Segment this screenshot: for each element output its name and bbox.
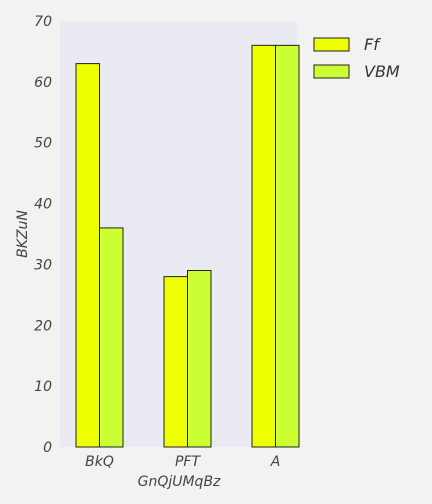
- y-tick-label: 50: [34, 136, 52, 152]
- y-tick-label: 0: [43, 440, 52, 456]
- legend-swatch-ff: [313, 37, 350, 52]
- x-tick-label: BkQ: [85, 454, 114, 470]
- bar-vbm-bkq: [99, 227, 124, 448]
- y-tick-label: 20: [34, 318, 52, 334]
- bar-vbm-pft: [187, 270, 212, 448]
- legend-label-ff: Ff: [364, 35, 381, 54]
- y-tick-label: 70: [34, 14, 52, 30]
- y-tick-label: 40: [34, 197, 52, 213]
- x-axis-title: GnQjUMqBz: [138, 474, 221, 490]
- bar-ff-pft: [163, 276, 188, 448]
- legend-swatch-vbm: [313, 64, 350, 79]
- y-tick-label: 10: [34, 379, 52, 395]
- bar-ff-a: [251, 44, 276, 448]
- y-tick-label: 60: [34, 75, 52, 91]
- y-axis-ticks: 0 10 20 30 40 50 60 70: [34, 14, 52, 456]
- legend: Ff VBM: [313, 35, 400, 81]
- bar-vbm-a: [275, 44, 300, 448]
- x-tick-label: PFT: [175, 454, 201, 470]
- x-axis-ticks: BkQ PFT A: [85, 454, 280, 470]
- y-axis-title: BKZuN: [15, 210, 31, 258]
- bar-ff-bkq: [75, 63, 100, 448]
- y-tick-label: 30: [34, 257, 52, 273]
- bars-layer: [75, 44, 300, 448]
- x-tick-label: A: [270, 454, 281, 470]
- legend-label-vbm: VBM: [364, 62, 400, 81]
